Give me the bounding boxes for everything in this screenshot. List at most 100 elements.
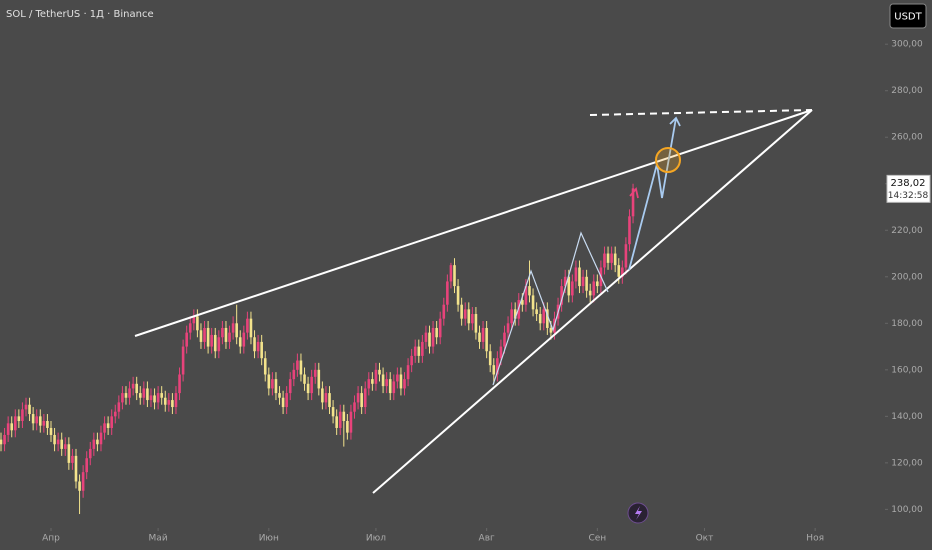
candle-body xyxy=(435,327,438,338)
countdown: 14:32:58 xyxy=(888,191,929,201)
candle-body xyxy=(406,365,410,380)
candle-body xyxy=(103,423,106,433)
candle-body xyxy=(156,393,160,403)
x-tick-label: Апр xyxy=(42,534,60,544)
candle-body xyxy=(463,309,467,319)
candle-body xyxy=(563,276,567,287)
x-tick-label: Май xyxy=(149,534,168,544)
candle-body xyxy=(596,281,599,287)
candle-body xyxy=(78,481,81,491)
candles xyxy=(0,183,635,515)
candle-body xyxy=(242,332,246,347)
candle-body xyxy=(203,327,206,342)
candle-body xyxy=(224,327,228,342)
x-tick-label: Авг xyxy=(479,534,495,544)
candle-body xyxy=(231,323,235,333)
candle-body xyxy=(421,341,424,356)
candle-body xyxy=(92,439,96,449)
candle-body xyxy=(124,393,128,398)
candle-body xyxy=(49,427,53,435)
currency-button[interactable] xyxy=(889,3,927,29)
candle-body xyxy=(21,409,24,422)
candle-body xyxy=(10,423,14,431)
candle-body xyxy=(499,346,503,359)
candle-body xyxy=(271,379,274,389)
candle-body xyxy=(213,334,217,352)
candle-body xyxy=(446,281,449,305)
candle-body xyxy=(471,314,474,324)
move-arrowhead xyxy=(629,187,639,199)
candle-body xyxy=(617,265,621,277)
candle-body xyxy=(353,402,356,412)
candle-body xyxy=(424,332,428,342)
candle-body xyxy=(306,383,310,394)
candle-body xyxy=(492,365,496,375)
candle-body xyxy=(413,346,417,356)
candle-body xyxy=(317,369,321,389)
candle-body xyxy=(24,404,28,410)
candle-body xyxy=(628,216,631,245)
y-tick-label: 140,00 xyxy=(891,412,923,422)
candle-body xyxy=(303,374,306,384)
y-tick-label: 280,00 xyxy=(891,86,923,96)
y-tick-label: 200,00 xyxy=(891,272,923,282)
candle-body xyxy=(367,379,371,389)
candle-body xyxy=(538,314,542,324)
projection-path xyxy=(628,117,677,271)
candle-body xyxy=(35,416,39,424)
lower-trendline xyxy=(372,109,813,494)
candle-body xyxy=(528,286,531,296)
candle-body xyxy=(153,395,156,403)
candle-body xyxy=(56,439,60,445)
candle-body xyxy=(196,316,199,331)
candle-body xyxy=(510,309,513,324)
candle-body xyxy=(371,379,374,384)
candle-body xyxy=(481,327,485,342)
candle-body xyxy=(17,416,21,422)
candle-body xyxy=(81,472,85,491)
y-tick-label: 160,00 xyxy=(891,365,923,375)
candle-body xyxy=(342,411,346,422)
candle-body xyxy=(181,346,185,375)
candle-body xyxy=(285,393,288,408)
candle-body xyxy=(392,381,396,394)
candle-body xyxy=(299,360,303,375)
candle-body xyxy=(624,244,628,268)
candle-body xyxy=(146,388,149,401)
candle-body xyxy=(188,323,192,333)
candle-body xyxy=(28,404,31,415)
price-box xyxy=(886,174,931,203)
candle-body xyxy=(417,346,421,356)
resistance-line xyxy=(589,109,813,116)
candle-body xyxy=(149,395,153,401)
candle-body xyxy=(546,309,549,328)
candle-body xyxy=(567,276,571,296)
candle-body xyxy=(235,323,238,338)
candle-body xyxy=(588,290,592,296)
candle-body xyxy=(531,295,535,310)
candle-body xyxy=(513,309,517,319)
candle-body xyxy=(274,379,278,394)
candle-body xyxy=(278,393,281,398)
candle-body xyxy=(621,267,624,277)
candle-body xyxy=(396,374,399,382)
candle-body xyxy=(321,388,324,403)
currency-label[interactable]: USDT xyxy=(894,12,922,23)
candle-body xyxy=(228,332,231,342)
y-tick-label: 260,00 xyxy=(891,133,923,143)
y-tick-label: 120,00 xyxy=(891,458,923,468)
candle-body xyxy=(210,334,213,347)
candle-body xyxy=(360,393,363,408)
candle-body xyxy=(485,327,488,352)
candle-body xyxy=(13,416,17,431)
candle-body xyxy=(610,253,613,263)
candle-body xyxy=(410,355,413,366)
candle-body xyxy=(467,309,471,324)
chart-title: SOL / TetherUS · 1Д · Binance xyxy=(6,9,154,20)
candle-body xyxy=(71,455,74,463)
candle-body xyxy=(292,369,296,380)
candle-body xyxy=(331,407,335,417)
candle-body xyxy=(524,286,528,305)
candle-body xyxy=(374,369,378,384)
